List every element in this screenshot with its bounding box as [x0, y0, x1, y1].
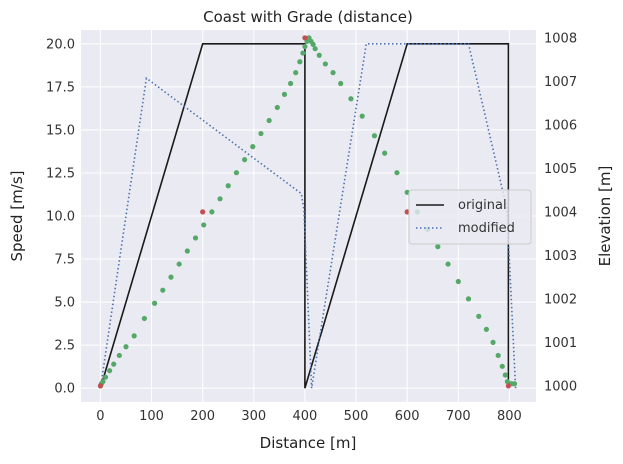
elevation-point: [382, 150, 388, 156]
elevation-point: [445, 261, 451, 267]
y-tick-label: 5.0: [54, 296, 75, 311]
y2-tick-label: 1000: [544, 379, 577, 394]
y-tick-label: 7.5: [54, 253, 75, 268]
elevation-point: [302, 43, 308, 50]
elevation-point: [338, 80, 344, 87]
y2-tick-label: 1005: [544, 162, 577, 177]
elevation-point: [490, 339, 496, 345]
marker-point: [302, 35, 308, 41]
elevation-point: [107, 368, 113, 374]
elevation-point: [123, 344, 129, 350]
elevation-point: [476, 313, 482, 319]
grid: [81, 30, 536, 402]
elevation-point: [233, 170, 240, 176]
x-tick-label: 200: [190, 409, 215, 424]
elevation-point: [217, 196, 223, 202]
elevation-point: [176, 261, 182, 267]
y-tick-label: 17.5: [46, 80, 75, 95]
x-tick-label: 700: [446, 409, 471, 424]
tick-labels: 0 100 200 300 400 500 600 700 800 0.0 2.5 5.0 7.5 10.…: [46, 31, 577, 424]
elevation-point: [495, 352, 501, 359]
elevation-point: [209, 209, 215, 215]
marker-point: [404, 209, 410, 215]
legend-label-original: original: [458, 198, 507, 213]
elevation-point: [250, 144, 256, 150]
elevation-point: [111, 361, 117, 367]
marker-point: [97, 383, 104, 389]
elevation-point: [225, 183, 231, 189]
elevation-point: [483, 326, 490, 332]
elevation-point: [160, 287, 166, 293]
x-axis-label: Distance [m]: [260, 434, 357, 452]
x-tick-label: 400: [293, 409, 318, 424]
elevation-point: [192, 235, 199, 241]
elevation-point: [499, 363, 505, 369]
y2-tick-label: 1006: [544, 118, 577, 133]
x-tick-label: 600: [395, 409, 420, 424]
elevation-point: [312, 46, 318, 52]
elevation-point: [310, 41, 316, 47]
elevation-point: [502, 372, 508, 378]
elevation-point: [316, 52, 322, 58]
elevation-point: [116, 352, 122, 359]
elevation-point: [281, 91, 288, 97]
elevation-point: [141, 315, 147, 322]
y-axis-label: Speed [m/s]: [8, 171, 26, 262]
elevation-point: [258, 130, 264, 137]
elevation-point: [131, 333, 137, 339]
y2-tick-label: 1007: [544, 75, 577, 90]
elevation-point: [435, 244, 441, 250]
series-layer: [99, 43, 517, 389]
legend-box: [408, 189, 532, 245]
legend: original modified: [408, 189, 532, 245]
elevation-point: [168, 274, 174, 280]
y-tick-label: 20.0: [46, 37, 75, 52]
elevation-point: [300, 50, 306, 56]
elevation-point: [297, 59, 303, 65]
elevation-point: [465, 296, 472, 302]
elevation-point: [348, 96, 354, 102]
y2-tick-label: 1008: [544, 31, 577, 46]
elevation-point: [322, 61, 328, 67]
elevation-point: [330, 70, 336, 76]
elevation-point: [394, 170, 400, 176]
elevation-point: [152, 300, 158, 306]
elevation-point: [359, 113, 365, 119]
elevation-point: [511, 381, 518, 387]
elevation-point: [293, 70, 299, 76]
x-tick-label: 300: [241, 409, 266, 424]
elevation-point: [201, 222, 207, 228]
elevation-point: [241, 157, 248, 163]
marker-point: [505, 383, 511, 389]
elevation-point: [100, 378, 106, 385]
elevation-point: [274, 104, 280, 111]
y2-tick-label: 1002: [544, 292, 577, 307]
x-tick-label: 0: [96, 409, 104, 424]
y2-tick-label: 1001: [544, 336, 577, 351]
elevation-point: [371, 133, 378, 139]
y2-tick-label: 1003: [544, 249, 577, 264]
legend-label-modified: modified: [458, 221, 515, 236]
y-tick-label: 12.5: [46, 166, 75, 181]
x-tick-label: 500: [344, 409, 369, 424]
chart-title: Coast with Grade (distance): [203, 8, 413, 26]
y2-axis-label: Elevation [m]: [596, 166, 614, 267]
y-tick-label: 2.5: [54, 339, 75, 354]
y2-tick-label: 1004: [544, 205, 577, 220]
y-tick-label: 0.0: [54, 382, 75, 397]
marker-point: [200, 209, 206, 215]
x-tick-label: 800: [497, 409, 522, 424]
elevation-point: [266, 117, 272, 124]
elevation-point: [404, 189, 410, 195]
elevation-point: [455, 278, 461, 285]
y-tick-label: 10.0: [46, 210, 75, 225]
elevation-point: [102, 374, 109, 380]
elevation-point: [184, 248, 190, 254]
x-tick-label: 100: [139, 409, 164, 424]
y-tick-label: 15.0: [46, 123, 75, 138]
series-line-original: [99, 43, 510, 389]
elevation-point: [288, 80, 294, 87]
